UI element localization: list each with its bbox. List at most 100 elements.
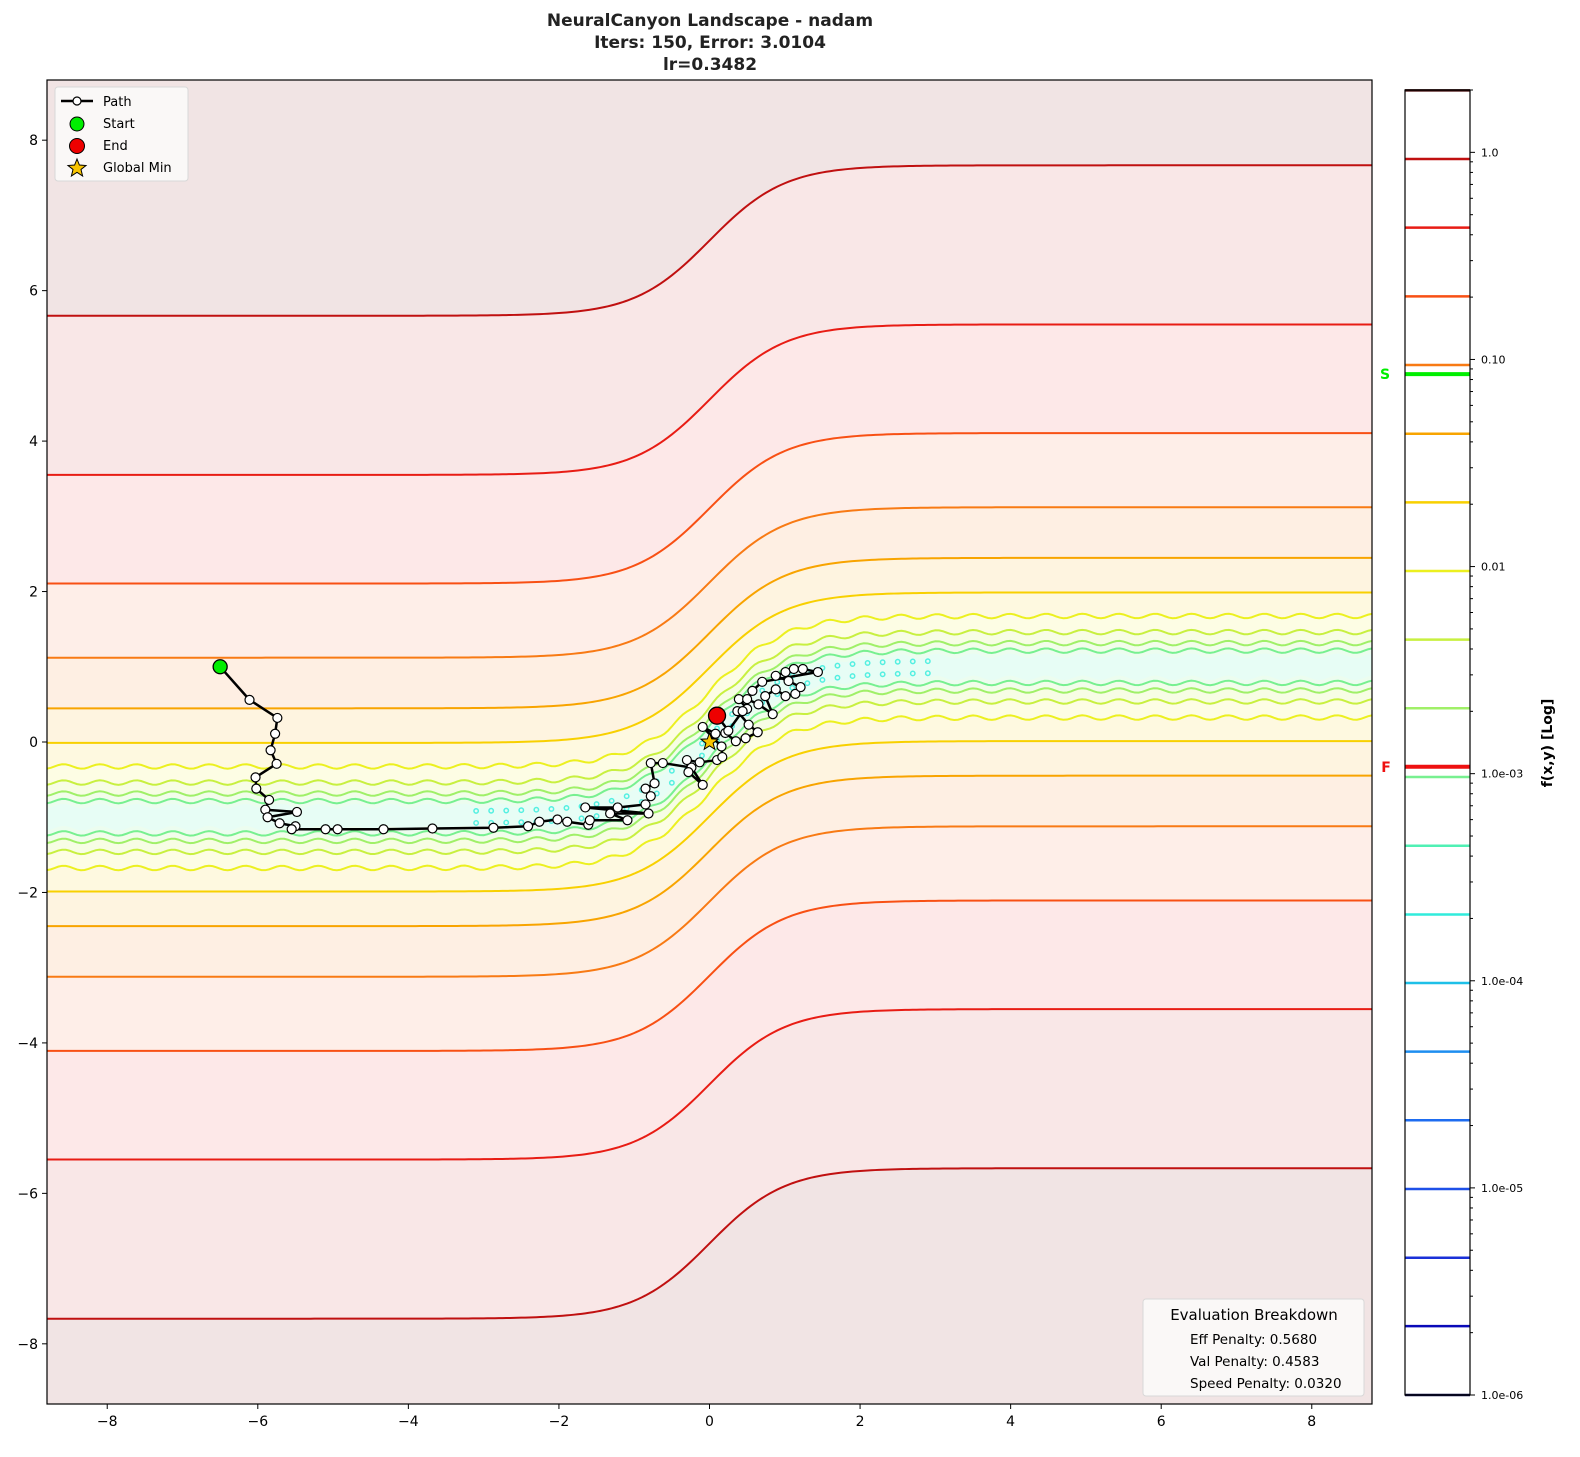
- contour-line: [47, 698, 1372, 856]
- path-point: [262, 812, 273, 823]
- contour-dot: [834, 674, 841, 681]
- contour-dot: [473, 807, 480, 814]
- contour-dot: [879, 671, 886, 678]
- colorbar-frame: [1404, 89, 1471, 1396]
- contour-line: [47, 679, 1372, 837]
- colorbar-tick-label: 0.01: [1481, 561, 1506, 574]
- contour-dot: [909, 670, 916, 677]
- contour-dot: [548, 806, 555, 812]
- path-point: [760, 691, 771, 702]
- colorbar-tick-label: 1.0e-06: [1481, 1389, 1523, 1402]
- path-point: [271, 758, 282, 769]
- path-point: [753, 699, 764, 710]
- contour-dot: [699, 740, 705, 747]
- contour-dot: [668, 779, 675, 786]
- path-point: [790, 688, 801, 699]
- path-point: [812, 666, 824, 678]
- path-point: [332, 824, 343, 835]
- x-tick-label: −8: [97, 1414, 118, 1430]
- y-tick-label: −4: [17, 1036, 38, 1052]
- path-point: [274, 818, 285, 829]
- path-point: [378, 824, 389, 835]
- contour-line: [47, 556, 1372, 710]
- contour-dot: [864, 672, 871, 678]
- colorbar-tick-label: 1.0: [1481, 146, 1499, 159]
- contour-dot: [608, 797, 615, 804]
- path-point: [797, 663, 808, 675]
- contour-dot: [894, 658, 901, 665]
- x-tick-label: 6: [1157, 1414, 1166, 1430]
- path-point: [770, 670, 781, 681]
- path-point: [697, 721, 708, 733]
- x-tick-label: −2: [549, 1414, 570, 1430]
- contour-dot: [879, 659, 886, 666]
- contour-dot: [819, 676, 826, 683]
- contour-line: [47, 740, 1372, 893]
- evaluation-title: Evaluation Breakdown: [1170, 1306, 1338, 1324]
- path-point: [552, 814, 563, 825]
- path-point: [643, 808, 654, 819]
- path-point: [743, 719, 754, 730]
- path-point: [272, 712, 283, 724]
- path-point: [320, 824, 331, 835]
- path-point: [522, 821, 534, 832]
- path-point: [694, 757, 705, 768]
- contour-dot: [849, 673, 856, 680]
- contour-dot: [924, 658, 931, 665]
- path-point: [645, 791, 656, 802]
- path-point: [250, 772, 261, 783]
- path-point: [752, 727, 763, 738]
- y-tick-label: 6: [29, 284, 38, 300]
- evaluation-val-penalty: Val Penalty: 0.4583: [1190, 1354, 1319, 1370]
- legend-star-icon: [66, 157, 88, 178]
- contour-dot: [518, 819, 525, 826]
- path-point: [251, 783, 262, 794]
- contour-line: [47, 432, 1372, 585]
- y-tick-label: 2: [29, 585, 38, 601]
- x-tick-label: 2: [856, 1414, 865, 1430]
- path-point: [780, 666, 791, 678]
- contour-dot: [593, 813, 600, 820]
- chart-title-line2: Iters: 150, Error: 3.0104: [594, 33, 826, 53]
- contour-dot: [864, 660, 871, 666]
- path-point: [265, 745, 276, 756]
- contour-dot: [473, 819, 480, 826]
- end-marker: [707, 706, 727, 725]
- colorbar-label: f(x,y) [Log]: [1540, 699, 1556, 788]
- x-tick-label: −4: [398, 1414, 419, 1430]
- x-tick-label: −6: [247, 1414, 268, 1430]
- legend-end-icon: [69, 138, 85, 154]
- path-point: [767, 709, 778, 720]
- legend-path-marker-icon: [72, 96, 82, 106]
- path-point: [770, 684, 781, 695]
- legend-label-path: Path: [103, 95, 132, 110]
- path-point: [723, 725, 734, 736]
- path-point: [640, 799, 651, 810]
- path-point: [291, 806, 303, 818]
- path-point: [612, 802, 623, 813]
- chart-title-line3: lr=0.3482: [663, 55, 757, 75]
- contour-dot: [924, 670, 931, 677]
- path-point: [716, 741, 727, 752]
- path-point: [780, 691, 791, 702]
- contour-dot: [488, 807, 495, 814]
- contour-dot: [503, 807, 510, 814]
- contour-line: [47, 774, 1372, 928]
- path-point: [263, 794, 275, 806]
- path-point: [605, 808, 616, 819]
- path-point: [427, 823, 438, 834]
- path-point: [757, 676, 768, 687]
- path-point: [697, 779, 708, 790]
- colorbar-tick-label: 1.0e-04: [1481, 975, 1523, 988]
- y-tick-label: −8: [17, 1337, 38, 1353]
- contour-line: [47, 628, 1372, 786]
- colorbar: 1.0 0.10 0.01 1.0e-03 1.0e-04 1.0e-05 1.0e-06: [1405, 89, 1523, 1402]
- axes-ticks: −8 −6 −4 −2 0 2 4 6 8 −8 −6 −4 −2 0 2 4 6 8: [17, 133, 1316, 1430]
- contour-line: [47, 825, 1372, 978]
- contour-dot: [578, 815, 585, 822]
- contour-line: [47, 714, 1372, 872]
- contour-dot: [834, 662, 841, 669]
- path-point: [534, 816, 545, 827]
- path-point: [286, 824, 297, 835]
